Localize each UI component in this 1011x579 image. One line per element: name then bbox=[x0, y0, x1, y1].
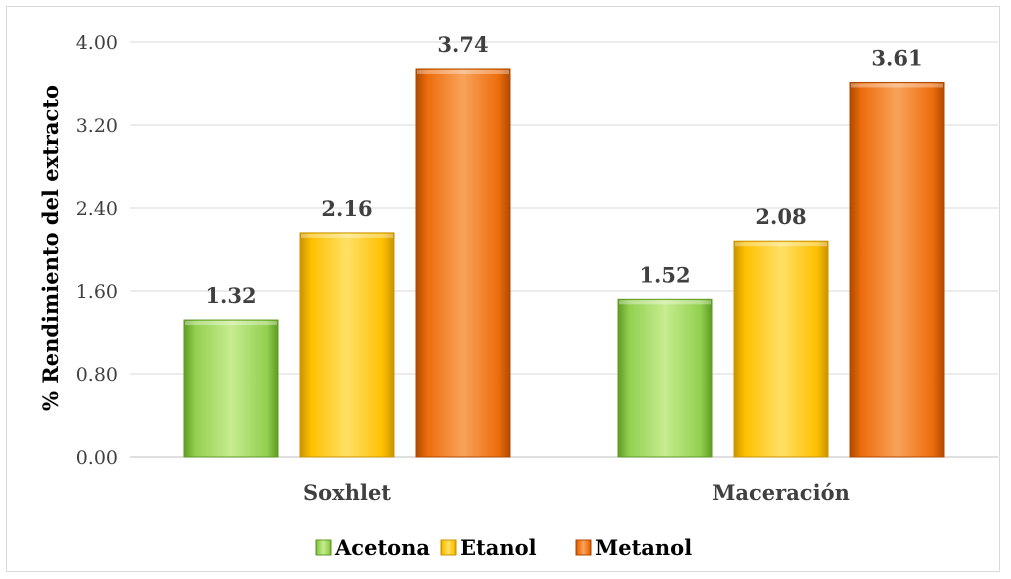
bar-bevel bbox=[301, 233, 393, 238]
legend-swatch-acetona bbox=[315, 539, 332, 556]
y-tick-label: 3.20 bbox=[76, 115, 118, 137]
y-axis-ticks: 0.00 0.80 1.60 2.40 3.20 4.00 bbox=[76, 32, 118, 469]
data-labels: 1.32 2.16 3.74 1.52 2.08 3.61 bbox=[205, 32, 922, 308]
bar-bevel bbox=[851, 83, 943, 88]
bar-etanol-1 bbox=[299, 232, 395, 458]
bar-bevel bbox=[185, 321, 277, 326]
bar-metanol-1 bbox=[415, 68, 511, 458]
legend-label-metanol: Metanol bbox=[595, 535, 692, 560]
data-label: 1.32 bbox=[205, 283, 256, 308]
category-label: Soxhlet bbox=[303, 480, 391, 505]
legend-swatch-metanol bbox=[575, 539, 592, 556]
bar-etanol-2 bbox=[733, 240, 829, 458]
data-label: 1.52 bbox=[639, 262, 690, 287]
x-axis-categories: Soxhlet Maceración bbox=[303, 480, 850, 505]
y-tick-label: 2.40 bbox=[76, 198, 118, 220]
bar-acetona-2 bbox=[617, 298, 713, 458]
data-label: 2.08 bbox=[755, 204, 806, 229]
bar-bevel bbox=[735, 242, 827, 247]
bar-bevel bbox=[619, 300, 711, 305]
bar-acetona-1 bbox=[183, 319, 279, 458]
bar-bevel bbox=[417, 69, 509, 74]
bar-metanol-2 bbox=[849, 81, 945, 458]
legend-label-etanol: Etanol bbox=[460, 535, 537, 560]
data-label: 3.74 bbox=[437, 32, 488, 57]
data-label: 3.61 bbox=[871, 45, 922, 70]
y-tick-label: 1.60 bbox=[76, 281, 118, 303]
y-tick-label: 0.80 bbox=[76, 364, 118, 386]
bars bbox=[183, 68, 945, 458]
y-axis-label: % Rendimiento del extracto bbox=[38, 85, 63, 411]
category-label: Maceración bbox=[712, 480, 850, 505]
y-tick-label: 0.00 bbox=[76, 447, 118, 469]
data-label: 2.16 bbox=[321, 196, 372, 221]
legend-label-acetona: Acetona bbox=[334, 535, 430, 560]
legend-swatch-etanol bbox=[440, 539, 457, 556]
legend: Acetona Etanol Metanol bbox=[315, 535, 692, 560]
y-tick-label: 4.00 bbox=[76, 32, 118, 54]
